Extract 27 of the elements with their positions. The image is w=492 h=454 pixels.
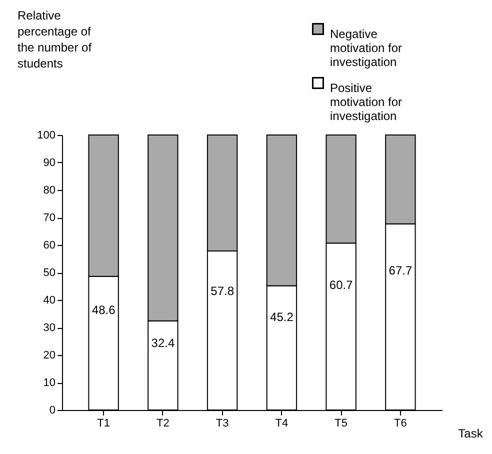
data-label: 48.6 <box>92 302 116 317</box>
y-tick-label: 10 <box>43 377 56 389</box>
x-tick-label: T3 <box>216 418 229 430</box>
data-label: 67.7 <box>388 263 412 278</box>
data-label: 32.4 <box>151 336 175 350</box>
y-tick-label: 90 <box>43 157 56 169</box>
legend-label: Negative motivation for investigation <box>330 27 402 69</box>
y-tick-label: 20 <box>43 350 56 362</box>
x-tick-label: T6 <box>394 418 407 430</box>
y-tick-label: 40 <box>43 294 56 306</box>
x-tick-label: T2 <box>156 418 170 430</box>
data-label: 60.7 <box>329 278 354 292</box>
data-label: 45.2 <box>270 310 294 324</box>
y-tick-label: 30 <box>43 322 56 334</box>
y-tick-label: 60 <box>43 240 56 252</box>
y-tick-label: 0 <box>49 404 56 416</box>
y-axis-title: Relative percentage of the number of students <box>18 8 92 70</box>
x-tick-label: T4 <box>275 418 288 430</box>
x-tick-label: T5 <box>334 418 348 430</box>
y-tick-label: 100 <box>37 130 56 142</box>
legend-label: Positive motivation for investigation <box>330 81 402 123</box>
x-tick-label: T1 <box>97 418 110 430</box>
y-tick-label: 50 <box>43 267 56 279</box>
data-label: 57.8 <box>210 284 234 298</box>
y-tick-label: 70 <box>43 212 56 224</box>
y-tick-label: 80 <box>43 184 56 196</box>
x-axis-title: Task <box>458 426 484 440</box>
